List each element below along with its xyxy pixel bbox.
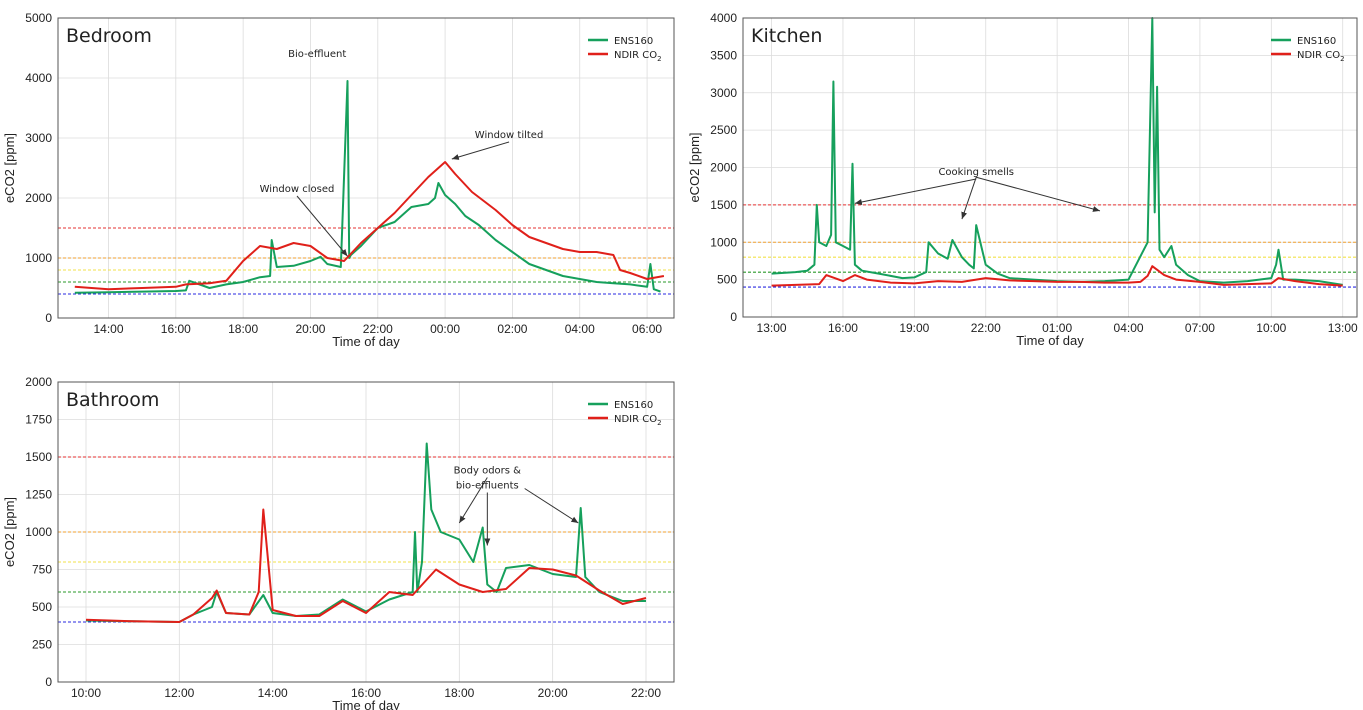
bathroom-legend-ens160: ENS160 <box>614 400 653 411</box>
bedroom-xtick-8: 06:00 <box>632 322 662 336</box>
kitchen-title: Kitchen <box>751 25 822 47</box>
bathroom-chart: 0 250 500 750 1000 1250 1500 1750 2000 10:00 12:00… <box>2 375 675 710</box>
kitchen-xtick-5: 04:00 <box>1114 321 1144 335</box>
bathroom-legend-ndir: NDIR CO2 <box>614 414 662 427</box>
bedroom-ytick-0: 0 <box>45 311 52 325</box>
kitchen-ytick-3: 1500 <box>710 198 737 212</box>
bedroom-xtick-6: 02:00 <box>497 322 527 336</box>
bathroom-annotation-0: Body odors & <box>454 466 522 477</box>
bedroom-xtick-3: 20:00 <box>295 322 325 336</box>
bedroom-legend-ndir: NDIR CO2 <box>614 50 662 63</box>
bathroom-xtick-6: 22:00 <box>631 686 661 700</box>
kitchen-ylabel: eCO2 [ppm] <box>687 132 702 202</box>
bedroom-xtick-5: 00:00 <box>430 322 460 336</box>
bathroom-legend-ndir-text: NDIR CO <box>614 414 657 425</box>
kitchen-xlabel: Time of day <box>1016 333 1084 348</box>
bedroom-ytick-4: 4000 <box>25 71 52 85</box>
bathroom-ylabel: eCO2 [ppm] <box>2 497 17 567</box>
kitchen-xtick-2: 19:00 <box>899 321 929 335</box>
kitchen-xtick-4: 01:00 <box>1042 321 1072 335</box>
kitchen-annotation-0: Cooking smells <box>938 167 1014 178</box>
kitchen-xtick-3: 22:00 <box>971 321 1001 335</box>
kitchen-annotation-arrow-2 <box>976 176 1101 212</box>
bedroom-ytick-1: 1000 <box>25 251 52 265</box>
bedroom-annotation-1: Window tilted <box>475 130 544 141</box>
bathroom-ytick-6: 1500 <box>25 450 52 464</box>
kitchen-ytick-1: 500 <box>717 273 737 287</box>
bedroom-series-ndir <box>74 161 665 291</box>
bathroom-xtick-4: 18:00 <box>444 686 474 700</box>
bathroom-ytick-4: 1000 <box>25 525 52 539</box>
bathroom-ytick-5: 1250 <box>25 488 52 502</box>
bedroom-annotation-2: Window closed <box>260 184 335 195</box>
bedroom-title: Bedroom <box>66 25 152 47</box>
bedroom-ytick-2: 2000 <box>25 191 52 205</box>
bathroom-title: Bathroom <box>66 389 159 411</box>
bedroom-xtick-0: 14:00 <box>93 322 123 336</box>
bedroom-annotation-arrow-1 <box>451 141 510 160</box>
bedroom-legend-ndir-subscript: 2 <box>657 55 661 63</box>
bathroom-ytick-8: 2000 <box>25 375 52 389</box>
kitchen-legend-ndir: NDIR CO2 <box>1297 50 1345 63</box>
kitchen-chart: 0 500 1000 1500 2000 2500 3000 3500 4000 13:00 16:… <box>687 11 1358 348</box>
bedroom-chart: 0 1000 2000 3000 4000 5000 14:00 16:00 18:00 20:0… <box>2 11 675 349</box>
bathroom-xlabel: Time of day <box>332 698 400 710</box>
bedroom-xlabel: Time of day <box>332 334 400 349</box>
bathroom-xtick-5: 20:00 <box>538 686 568 700</box>
bathroom-ytick-1: 250 <box>32 638 52 652</box>
kitchen-ytick-8: 4000 <box>710 11 737 25</box>
kitchen-annotation-arrow-1 <box>961 177 977 220</box>
kitchen-series-ndir <box>771 265 1343 287</box>
bathroom-xtick-1: 12:00 <box>164 686 194 700</box>
bedroom-plot-frame <box>57 17 675 319</box>
kitchen-ytick-0: 0 <box>730 310 737 324</box>
bathroom-ytick-2: 500 <box>32 600 52 614</box>
kitchen-series-ens160 <box>771 17 1343 286</box>
bathroom-series-ndir <box>85 508 647 623</box>
bedroom-ytick-5: 5000 <box>25 11 52 25</box>
bathroom-annotation-arrow-2 <box>524 488 579 524</box>
bathroom-xtick-0: 10:00 <box>71 686 101 700</box>
kitchen-legend-ens160: ENS160 <box>1297 36 1336 47</box>
bathroom-legend-ndir-subscript: 2 <box>657 419 661 427</box>
bedroom-ytick-3: 3000 <box>25 131 52 145</box>
bedroom-legend-ens160: ENS160 <box>614 36 653 47</box>
kitchen-plot-frame <box>742 17 1358 318</box>
bedroom-ylabel: eCO2 [ppm] <box>2 133 17 203</box>
kitchen-annotation-arrow-0 <box>854 178 977 205</box>
bathroom-xtick-3: 16:00 <box>351 686 381 700</box>
bathroom-annotation-arrow-0 <box>458 477 488 524</box>
bedroom-annotation-arrow-2 <box>296 195 348 257</box>
bedroom-annotation-0: Bio-effluent <box>288 49 346 60</box>
bedroom-xtick-2: 18:00 <box>228 322 258 336</box>
kitchen-xtick-7: 10:00 <box>1256 321 1286 335</box>
kitchen-xtick-1: 16:00 <box>828 321 858 335</box>
bedroom-xtick-4: 22:00 <box>363 322 393 336</box>
kitchen-legend-ndir-subscript: 2 <box>1340 55 1344 63</box>
kitchen-ytick-5: 2500 <box>710 123 737 137</box>
kitchen-legend-ndir-text: NDIR CO <box>1297 50 1340 61</box>
bathroom-annotation-1: bio-effluents <box>456 481 519 492</box>
kitchen-xtick-0: 13:00 <box>757 321 787 335</box>
kitchen-ytick-6: 3000 <box>710 86 737 100</box>
kitchen-xtick-6: 07:00 <box>1185 321 1215 335</box>
kitchen-ytick-7: 3500 <box>710 48 737 62</box>
bathroom-plot-frame <box>57 381 675 683</box>
bedroom-xtick-7: 04:00 <box>565 322 595 336</box>
bedroom-legend-ndir-text: NDIR CO <box>614 50 657 61</box>
bathroom-ytick-7: 1750 <box>25 413 52 427</box>
bedroom-series-ens160 <box>74 80 661 294</box>
bedroom-xtick-1: 16:00 <box>161 322 191 336</box>
bathroom-ytick-3: 750 <box>32 563 52 577</box>
kitchen-xtick-8: 13:00 <box>1328 321 1358 335</box>
kitchen-ytick-4: 2000 <box>710 161 737 175</box>
bathroom-xtick-2: 14:00 <box>258 686 288 700</box>
bathroom-ytick-0: 0 <box>45 675 52 689</box>
kitchen-ytick-2: 1000 <box>710 235 737 249</box>
